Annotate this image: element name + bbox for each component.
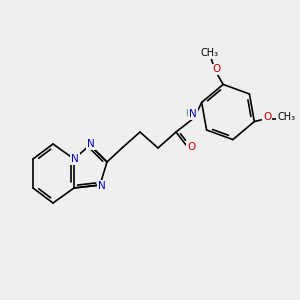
Text: CH₃: CH₃ xyxy=(277,112,296,122)
Text: N: N xyxy=(87,139,95,149)
Text: O: O xyxy=(187,142,195,152)
Text: O: O xyxy=(263,112,272,122)
Text: CH₃: CH₃ xyxy=(200,48,218,59)
Text: N: N xyxy=(98,181,106,191)
Text: O: O xyxy=(212,64,220,74)
Text: H: H xyxy=(184,109,191,118)
Text: N: N xyxy=(189,109,197,119)
Text: N: N xyxy=(71,154,79,164)
